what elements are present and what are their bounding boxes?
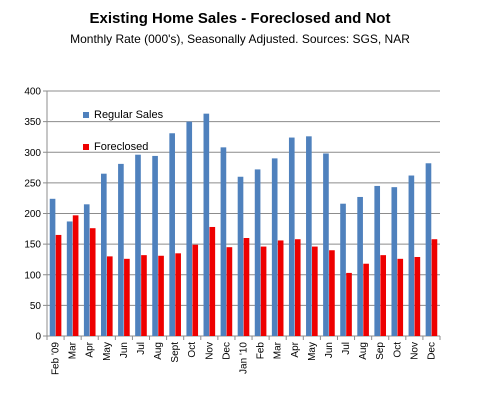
- x-tick-label: Feb '09: [51, 342, 62, 375]
- bar-regular-sales: [408, 175, 415, 336]
- bar-foreclosed: [414, 256, 421, 336]
- chart-subtitle: Monthly Rate (000's), Seasonally Adjuste…: [70, 32, 410, 46]
- bar-regular-sales: [203, 113, 210, 336]
- bar-foreclosed: [175, 253, 181, 336]
- bar-regular-sales: [169, 133, 175, 336]
- bar-foreclosed: [346, 272, 352, 336]
- legend-label: Foreclosed: [94, 141, 148, 153]
- bar-regular-sales: [100, 173, 107, 336]
- y-tick-label: 200: [24, 209, 41, 220]
- bar-foreclosed: [312, 246, 318, 336]
- bar-regular-sales: [49, 198, 56, 336]
- x-tick-label: Aug: [358, 342, 369, 360]
- bar-foreclosed: [158, 255, 164, 336]
- bar-foreclosed: [89, 228, 96, 336]
- x-tick-label: Mar: [68, 341, 79, 359]
- bar-foreclosed: [226, 247, 233, 336]
- bar-foreclosed: [380, 255, 387, 336]
- bar-regular-sales: [391, 187, 398, 336]
- bar-foreclosed: [106, 256, 113, 336]
- x-tick-label: Oct: [392, 342, 403, 358]
- chart-title: Existing Home Sales - Foreclosed and Not: [89, 10, 391, 27]
- x-tick-label: Jan '10: [239, 342, 250, 374]
- bar-foreclosed: [192, 244, 199, 336]
- x-tick-label: Jun: [119, 342, 130, 358]
- bar-foreclosed: [55, 234, 62, 336]
- x-tick-label: Sept: [170, 342, 181, 363]
- bar-foreclosed: [329, 250, 335, 336]
- bar-regular-sales: [425, 163, 432, 336]
- x-tick-label: May: [102, 342, 113, 361]
- bar-foreclosed: [260, 246, 267, 336]
- bar-foreclosed: [431, 239, 438, 336]
- x-tick-label: Mar: [273, 341, 284, 359]
- x-tick-label: Sep: [375, 342, 386, 360]
- legend-swatch: [83, 112, 89, 118]
- x-tick-label: Oct: [187, 342, 198, 358]
- bar-regular-sales: [288, 137, 295, 336]
- y-tick-label: 50: [30, 301, 42, 312]
- bar-regular-sales: [66, 221, 73, 336]
- x-tick-label: Nov: [409, 342, 420, 360]
- legend-label: Regular Sales: [94, 109, 164, 121]
- bar-foreclosed: [397, 258, 404, 336]
- bar-foreclosed: [72, 215, 79, 336]
- bar-regular-sales: [374, 185, 381, 336]
- bar-regular-sales: [306, 136, 312, 336]
- bar-foreclosed: [277, 240, 284, 336]
- bar-regular-sales: [118, 163, 124, 336]
- bar-regular-sales: [152, 155, 158, 336]
- bar-regular-sales: [323, 153, 329, 336]
- bar-regular-sales: [357, 196, 363, 336]
- bar-regular-sales: [135, 154, 141, 336]
- x-tick-label: Jul: [136, 342, 147, 355]
- bar-foreclosed: [294, 239, 301, 336]
- x-tick-label: May: [307, 342, 318, 361]
- x-tick-label: Dec: [426, 342, 437, 360]
- bar-foreclosed: [243, 238, 250, 336]
- bar-regular-sales: [220, 147, 227, 336]
- x-tick-label: Feb: [256, 342, 267, 360]
- x-tick-label: Jul: [341, 342, 352, 355]
- x-tick-label: Aug: [153, 342, 164, 360]
- y-tick-label: 100: [24, 270, 41, 281]
- bar-foreclosed: [209, 226, 216, 336]
- x-tick-label: Dec: [221, 342, 232, 360]
- bar-regular-sales: [186, 121, 193, 336]
- legend-swatch: [83, 144, 89, 150]
- x-tick-label: Apr: [290, 341, 301, 357]
- bar-regular-sales: [83, 204, 90, 336]
- bar-regular-sales: [254, 169, 261, 336]
- bar-foreclosed: [124, 258, 130, 336]
- y-tick-label: 0: [35, 332, 41, 343]
- y-tick-label: 250: [24, 178, 41, 189]
- y-tick-label: 400: [24, 87, 41, 98]
- y-tick-label: 150: [24, 240, 41, 251]
- y-tick-label: 300: [24, 148, 41, 159]
- y-tick-label: 350: [24, 117, 41, 128]
- bar-regular-sales: [271, 158, 278, 336]
- x-tick-label: Apr: [85, 341, 96, 357]
- bar-regular-sales: [237, 176, 244, 336]
- bar-regular-sales: [340, 203, 346, 336]
- bar-foreclosed: [141, 255, 147, 336]
- bar-foreclosed: [363, 263, 369, 336]
- x-tick-label: Nov: [204, 342, 215, 360]
- x-tick-label: Jun: [324, 342, 335, 358]
